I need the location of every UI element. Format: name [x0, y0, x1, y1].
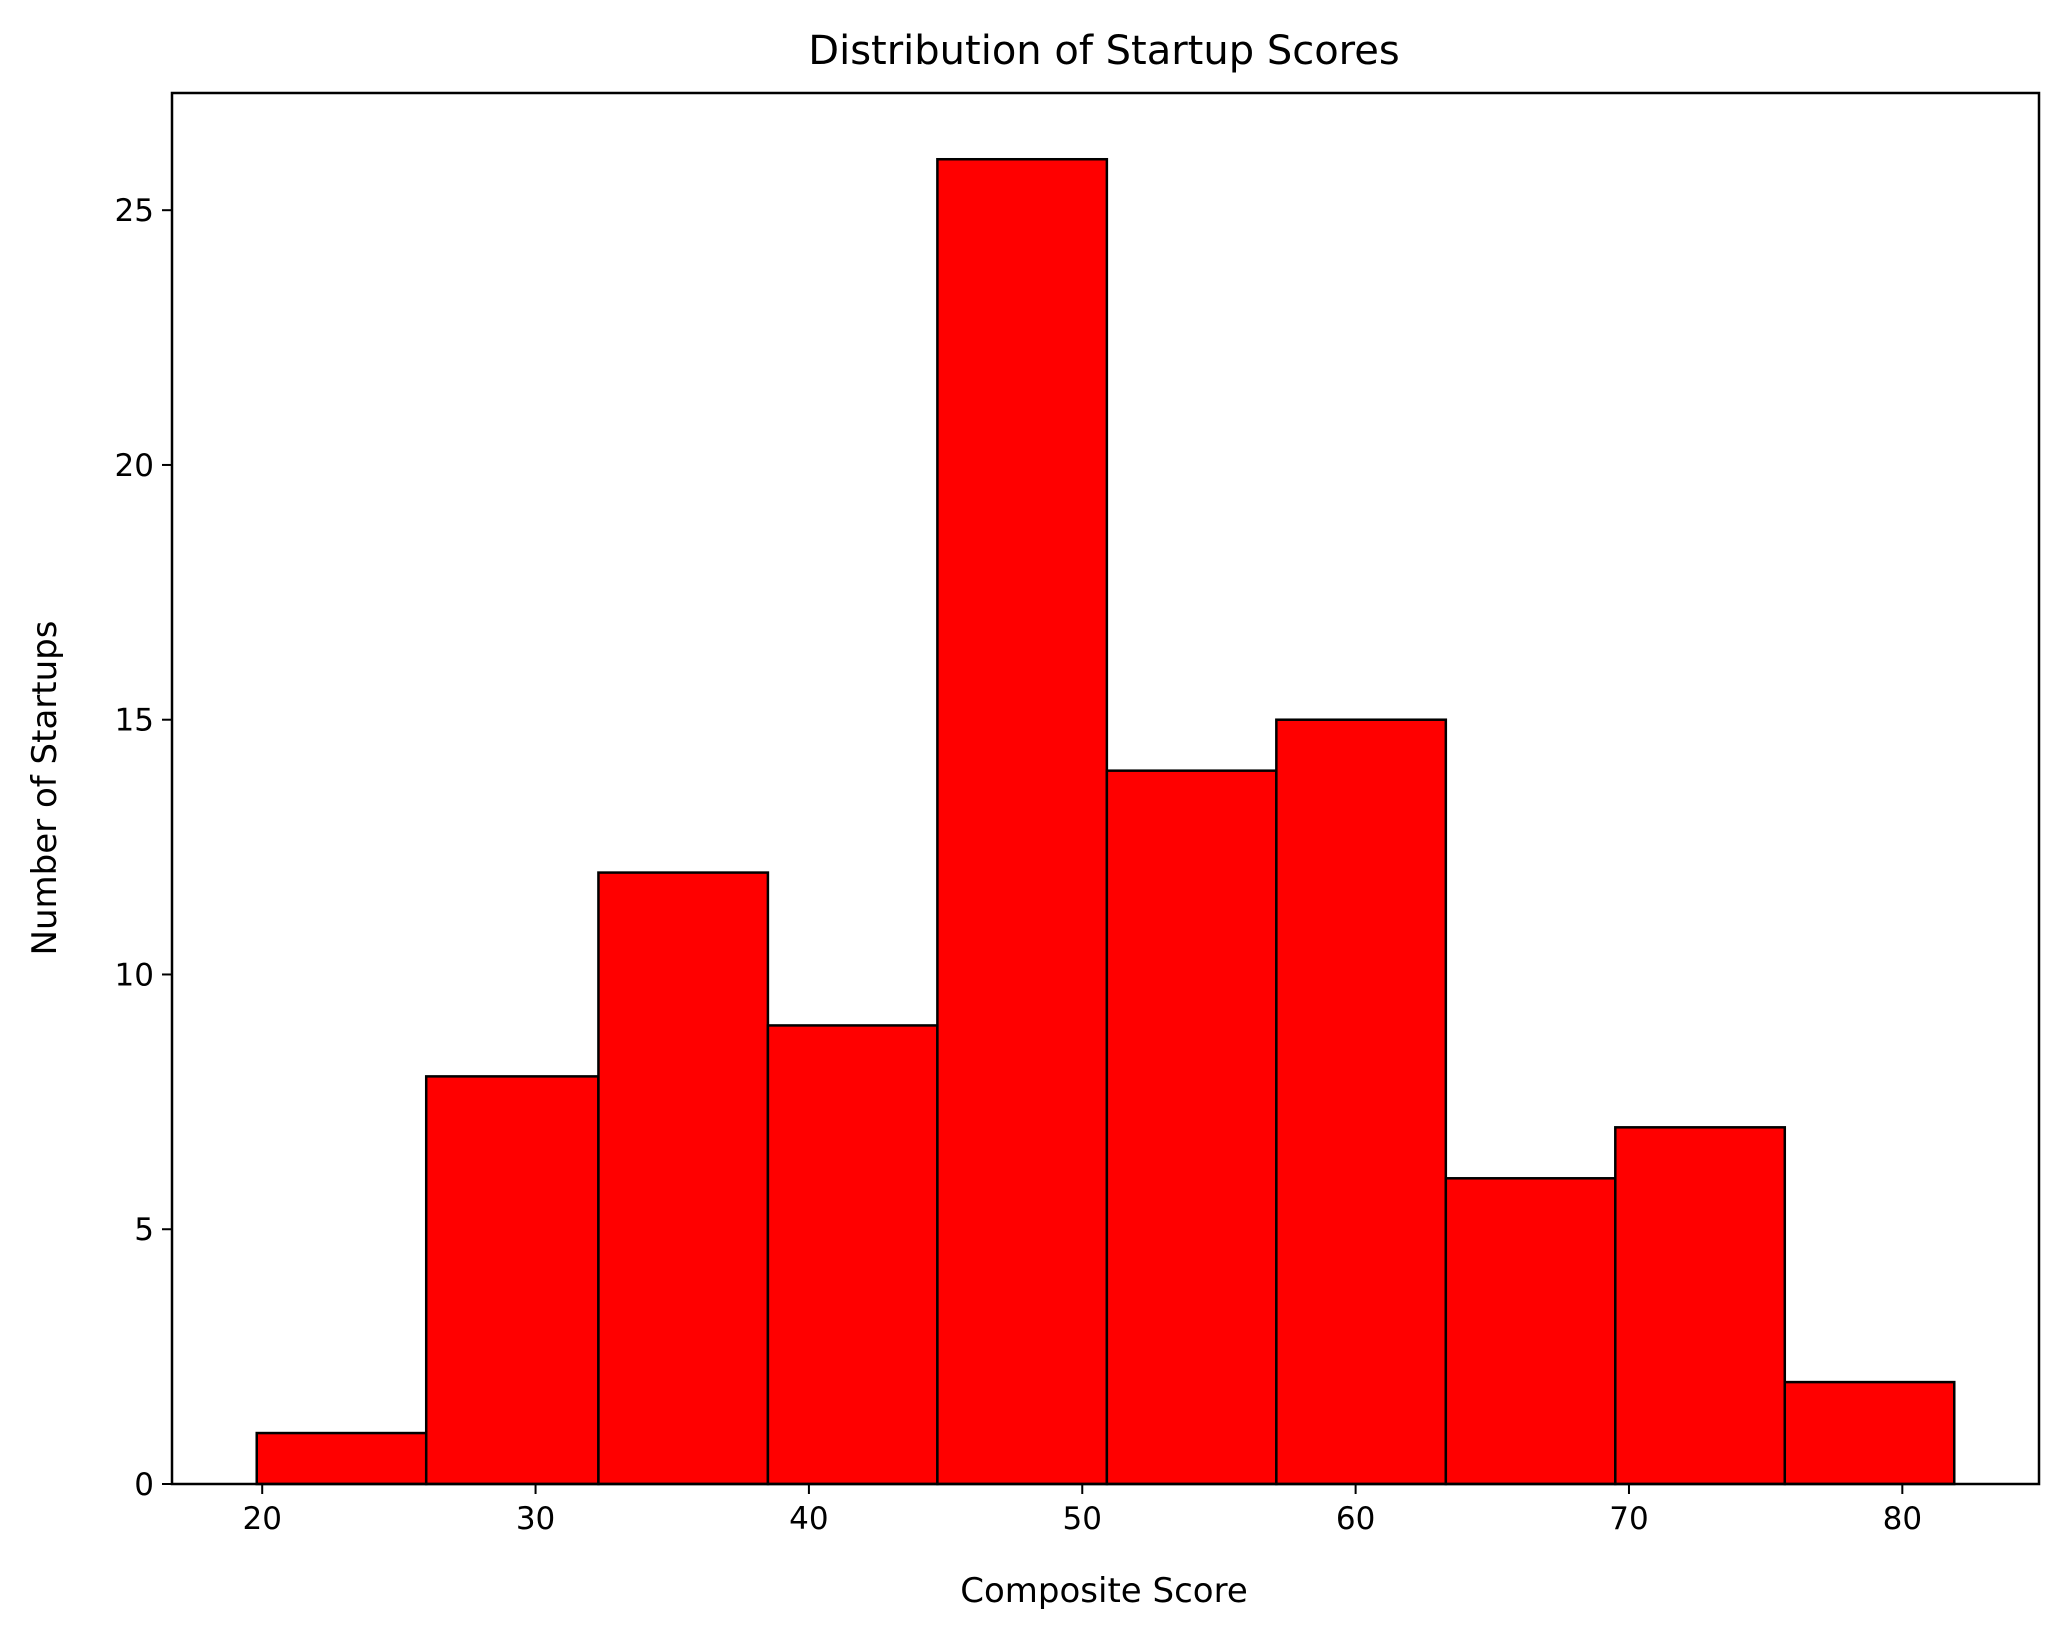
- x-tick-label: 80: [1883, 1501, 1922, 1537]
- x-tick-label: 40: [789, 1501, 828, 1537]
- histogram-bar-3: [597, 871, 770, 1486]
- x-tick-label: 20: [242, 1501, 281, 1537]
- x-tick-label: 70: [1609, 1501, 1648, 1537]
- x-axis-title: Composite Score: [960, 1571, 1248, 1611]
- histogram-bar-9: [1614, 1126, 1787, 1486]
- y-tick-label: 5: [134, 1212, 154, 1248]
- chart-title: Distribution of Startup Scores: [808, 28, 1399, 74]
- histogram-bar-8: [1444, 1177, 1617, 1486]
- histogram-bar-4: [766, 1024, 939, 1486]
- y-tick-label: 10: [115, 957, 154, 993]
- x-axis-ticks: 20 30 40 50 60 70 80: [242, 1484, 1922, 1537]
- y-tick-label: 20: [115, 448, 154, 484]
- x-tick-label: 60: [1336, 1501, 1375, 1537]
- histogram-bar-2: [424, 1075, 600, 1486]
- y-tick-label: 15: [115, 703, 154, 739]
- y-axis-title: Number of Startups: [25, 621, 65, 956]
- bars-layer: [255, 157, 1956, 1486]
- histogram-bar-1: [255, 1431, 428, 1486]
- plot-frame: [170, 91, 2041, 1486]
- y-tick-label: 25: [115, 193, 154, 229]
- histogram-bar-5: [936, 157, 1109, 1486]
- y-axis-ticks: 0 5 10 15 20 25: [115, 193, 172, 1503]
- histogram-bar-10: [1783, 1380, 1956, 1486]
- histogram-bar-7: [1275, 718, 1448, 1486]
- histogram-bar-6: [1105, 769, 1278, 1486]
- x-tick-label: 50: [1063, 1501, 1102, 1537]
- y-tick-label: 0: [134, 1467, 154, 1503]
- x-tick-label: 30: [516, 1501, 555, 1537]
